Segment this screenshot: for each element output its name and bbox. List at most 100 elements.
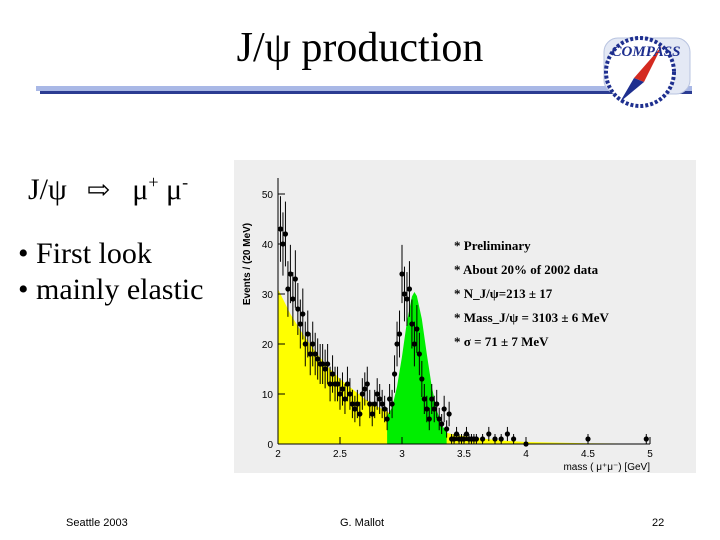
data-point	[424, 406, 430, 412]
data-point	[394, 341, 400, 347]
x-tick-label: 2	[275, 449, 281, 460]
slide-title: J/ψ production	[236, 25, 484, 71]
data-point	[307, 351, 313, 357]
data-point	[511, 436, 517, 442]
data-point	[382, 406, 388, 412]
y-tick-label: 20	[262, 340, 274, 351]
data-point	[498, 436, 504, 442]
data-point	[426, 416, 432, 422]
data-point	[434, 401, 440, 407]
data-point	[354, 401, 360, 407]
footer-page-number: 22	[652, 517, 665, 529]
data-point	[282, 231, 289, 237]
data-point	[384, 416, 390, 422]
data-point	[399, 271, 405, 277]
data-point	[347, 391, 353, 397]
data-point	[431, 406, 437, 412]
chart-annotation: * Preliminary	[454, 238, 531, 253]
footer-author: G. Mallot	[340, 517, 385, 529]
data-point	[439, 421, 445, 427]
data-point	[352, 406, 358, 412]
x-axis-title: mass ( μ⁺μ⁻) [GeV]	[563, 462, 650, 473]
data-point	[406, 286, 413, 292]
bullet-list: • First look • mainly elastic	[18, 236, 203, 308]
data-point	[302, 341, 308, 347]
data-point	[329, 371, 336, 377]
data-point	[285, 286, 291, 292]
data-point	[287, 271, 293, 277]
data-point	[369, 411, 375, 417]
data-point	[322, 366, 328, 372]
title-underline	[36, 86, 692, 91]
data-point	[419, 376, 425, 382]
data-point	[325, 361, 331, 367]
reaction-mu-minus: μ	[166, 173, 183, 206]
chart-annotation: * σ = 71 ± 7 MeV	[454, 334, 549, 349]
reaction-arrow-icon: ⇨	[86, 175, 111, 206]
mass-spectrum-chart: 0 10 20 30 40 50 2 2.5 3 3.5 4 4.5 5 mass ( μ⁺μ⁻) [Ge…	[234, 160, 696, 473]
data-point	[463, 431, 470, 437]
reaction-minus: -	[182, 172, 189, 192]
reaction-equation: J/ψ ⇨ μ+ μ-	[28, 172, 188, 207]
data-point	[320, 361, 326, 367]
data-point	[416, 351, 422, 357]
data-point	[643, 436, 649, 442]
y-tick-label: 30	[262, 290, 274, 301]
data-point	[401, 291, 408, 297]
x-tick-label: 5	[647, 449, 653, 460]
data-point	[310, 341, 316, 347]
footer-event: Seattle 2003	[66, 517, 128, 529]
data-point	[377, 396, 383, 402]
chart-annotation: * N_J/ψ=213 ± 17	[454, 286, 553, 301]
data-point	[372, 401, 378, 407]
data-point	[277, 226, 284, 232]
data-point	[379, 401, 385, 407]
y-tick-label: 50	[262, 190, 274, 201]
data-point	[312, 351, 318, 357]
data-point	[357, 411, 363, 417]
y-axis-title: Events / (20 MeV)	[242, 223, 253, 305]
data-point	[404, 296, 410, 302]
data-point	[327, 381, 333, 387]
bullet-item: • mainly elastic	[18, 273, 204, 306]
data-point	[453, 431, 460, 437]
data-point	[349, 401, 355, 407]
data-point	[292, 276, 298, 282]
y-tick-label: 10	[262, 390, 274, 401]
data-point	[391, 371, 398, 377]
data-point	[436, 416, 442, 422]
data-point	[389, 401, 395, 407]
data-point	[473, 436, 479, 442]
data-point	[421, 396, 427, 402]
title-underline-shadow	[40, 91, 692, 94]
data-point	[492, 436, 498, 442]
x-tick-label: 3.5	[457, 449, 471, 460]
reaction-lhs: J/ψ	[28, 173, 67, 206]
reaction-mu-plus: μ	[132, 173, 149, 206]
data-point	[451, 436, 457, 442]
data-point	[504, 431, 510, 437]
data-point	[480, 436, 486, 442]
compass-logo: COMPASS	[603, 36, 691, 108]
data-point	[339, 386, 346, 392]
data-point	[359, 391, 365, 397]
data-point	[374, 391, 380, 397]
data-point	[409, 321, 415, 327]
data-point	[295, 306, 301, 312]
data-point	[362, 386, 368, 392]
data-point	[337, 391, 343, 397]
data-point	[290, 296, 296, 302]
data-point	[429, 396, 435, 402]
data-point	[446, 411, 452, 417]
chart-annotation: * Mass_J/ψ = 3103 ± 6 MeV	[454, 310, 610, 325]
compass-needle-icon	[634, 46, 662, 82]
y-tick-label: 0	[267, 440, 273, 451]
data-point	[367, 401, 373, 407]
data-point	[342, 396, 348, 402]
x-tick-label: 4	[523, 449, 529, 460]
data-point	[344, 381, 351, 387]
x-tick-label: 2.5	[333, 449, 347, 460]
y-tick-label: 40	[262, 240, 274, 251]
data-point	[396, 331, 403, 337]
data-point	[297, 321, 303, 327]
